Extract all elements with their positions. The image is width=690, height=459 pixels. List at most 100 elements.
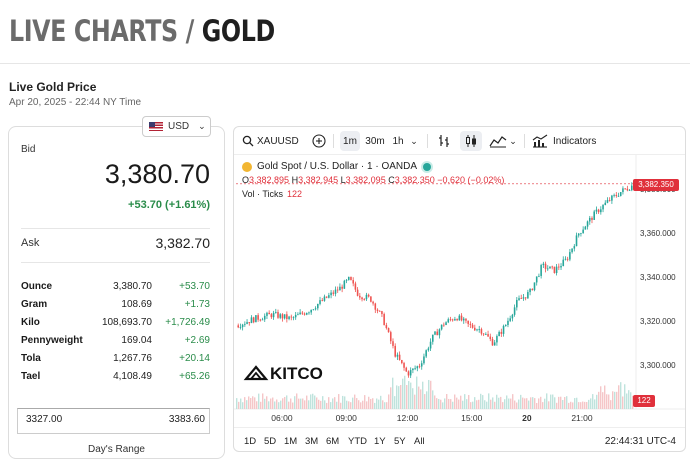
volume-bar [310,394,312,409]
volume-bar [334,397,336,409]
range-all[interactable]: All [414,436,425,447]
x-tick-label: 15:00 [461,413,483,423]
volume-bar [552,394,554,409]
symbol-search[interactable]: XAUUSD [242,131,299,151]
candle-body [491,339,494,346]
chart-toolbar: XAUUSD 1m 30m 1h ⌄ ⌄ Indicators [234,127,685,155]
volume-bar [438,398,440,409]
volume-bar [554,397,556,409]
volume-bar [562,400,564,409]
volume-bar [354,394,356,409]
volume-tag: 122 [633,395,655,407]
volume-bar [626,393,628,409]
candle-body [597,209,600,213]
volume-bar [494,401,496,409]
volume-bar [620,382,622,409]
volume-bar [394,396,396,409]
volume-bar [570,401,572,409]
candle-body [595,209,598,212]
volume-bar [364,395,366,409]
interval-menu-chevron-icon[interactable]: ⌄ [410,135,418,146]
volume-bar [456,397,458,409]
candle-body [405,367,408,372]
candle-body [604,202,607,205]
interval-1h[interactable]: 1h [392,135,404,147]
volume-bar [248,396,250,409]
currency-selector[interactable]: USD ⌄ [142,116,211,137]
volume-bar [320,400,322,409]
volume-bar [256,401,258,409]
area-style-button[interactable]: ⌄ [488,131,518,151]
chevron-down-icon: ⌄ [198,121,206,131]
candle-body [628,190,631,191]
candle-body [347,276,350,280]
volume-bar [622,396,624,409]
candle-body [429,341,432,349]
volume-bar [340,402,342,409]
interval-30m[interactable]: 30m [365,135,385,147]
volume-bar [352,397,354,409]
volume-bar [546,393,548,409]
volume-bar [534,398,536,409]
candle-body [553,266,556,274]
volume-bar [408,381,410,409]
candle-body [248,322,251,324]
range-3m[interactable]: 3M [305,436,319,447]
volume-bar [406,385,408,409]
volume-bar [484,400,486,409]
candle-body [261,319,264,321]
candle-body [367,294,370,297]
unit-row-ounce: Ounce 3,380.70 +53.70 [21,279,210,297]
bar-style-button[interactable] [434,131,454,151]
volume-bar [260,401,262,409]
range-1y[interactable]: 1Y [374,436,386,447]
volume-bar [238,401,240,409]
y-tick-label: 3,320.000 [640,317,676,326]
volume-bar [286,395,288,409]
candle-body [294,314,297,318]
candle-body [416,366,419,369]
unit-price: 108,693.70 [101,317,152,328]
candle-body [500,331,503,334]
candle-body [569,252,571,260]
indicators-button[interactable]: Indicators [532,131,596,151]
candles-style-button[interactable] [460,131,482,151]
candle-body [445,322,447,326]
range-1d[interactable]: 1D [244,436,257,447]
volume-bar [434,395,436,409]
compare-button[interactable] [310,131,328,151]
candle-body [555,266,558,274]
candle-body [365,294,368,300]
volume-bar [278,402,280,409]
volume-bar [582,401,584,409]
unit-row-gram: Gram 108.69 +1.73 [21,297,210,315]
interval-1m[interactable]: 1m [340,131,360,151]
price-chart[interactable]: 3,300.000 3,320.000 3,340.000 3,360.000 3,38… [234,127,686,427]
volume-bar [608,394,610,409]
volume-bar [402,378,404,409]
candle-body [546,268,549,270]
volume-bar [244,397,246,409]
volume-bar [458,399,460,409]
range-5y[interactable]: 5Y [394,436,406,447]
us-flag-icon [149,122,163,131]
candle-body [434,331,436,335]
candle-body [504,324,507,326]
volume-bar [506,395,508,409]
range-1m[interactable]: 1M [284,436,298,447]
candles-icon [466,135,476,147]
range-5d[interactable]: 5D [264,436,277,447]
range-6m[interactable]: 6M [326,436,340,447]
volume-bar [350,402,352,409]
candle-body [571,248,573,253]
candle-body [319,300,321,304]
unit-change: +2.69 [184,335,210,346]
volume-bar [518,399,520,409]
candle-body [396,354,399,357]
volume-bar [330,402,332,409]
range-ytd[interactable]: YTD [348,436,367,447]
y-tick-label: 3,300.000 [640,361,676,370]
candle-body [529,288,531,293]
divider [21,262,210,263]
instrument-legend[interactable]: Gold Spot / U.S. Dollar · 1 · OANDA [242,161,432,172]
